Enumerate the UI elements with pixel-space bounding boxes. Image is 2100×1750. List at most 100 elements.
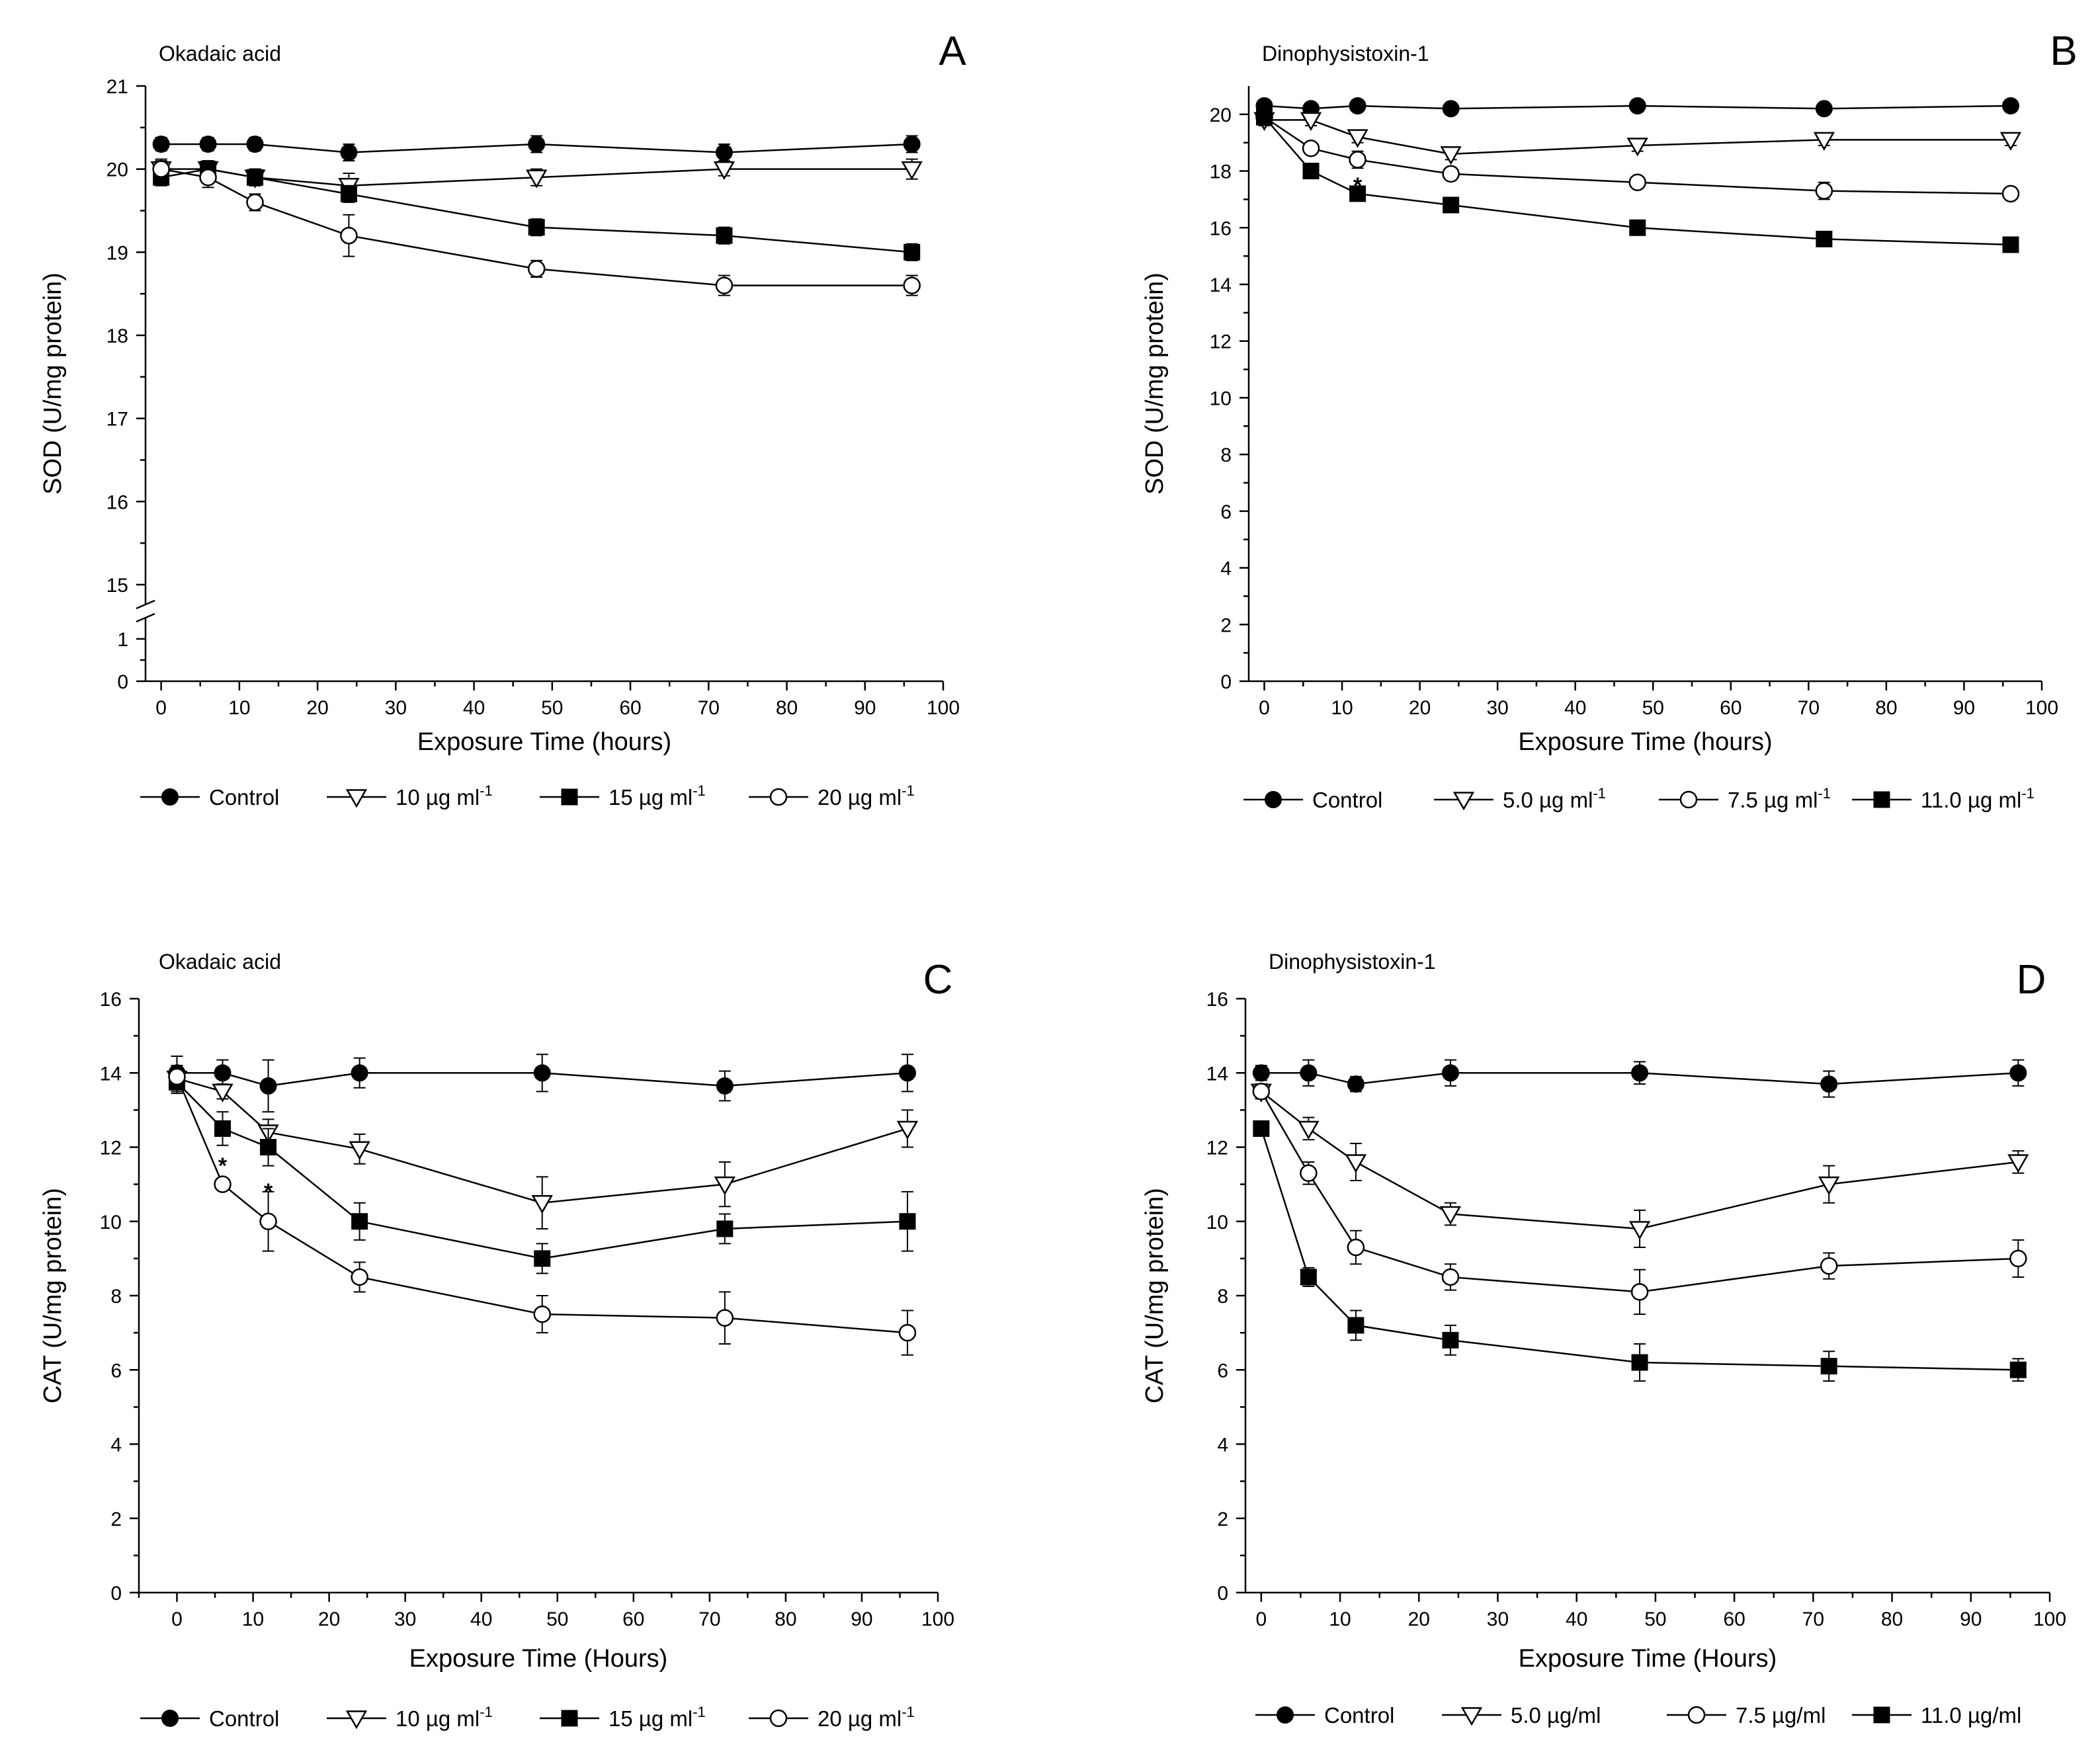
data-point (716, 1220, 734, 1237)
panel-title: Okadaic acid (159, 42, 281, 65)
x-tick-label: 70 (1798, 697, 1820, 719)
x-tick-label: 50 (1644, 1608, 1666, 1630)
data-point (1441, 1064, 1459, 1082)
legend-label-superscript: -1 (1818, 785, 1831, 802)
data-point (1252, 1064, 1270, 1082)
y-tick-label: 16 (1206, 989, 1228, 1011)
x-tick-label: 80 (1881, 1608, 1903, 1630)
legend-label-superscript: -1 (693, 782, 706, 799)
legend-label: 20 µg ml-1 (818, 782, 915, 810)
y-tick-label: 16 (100, 989, 122, 1011)
y-tick-label: 2 (1220, 614, 1232, 636)
x-tick-label: 60 (1720, 697, 1742, 719)
x-tick-label: 90 (851, 1608, 872, 1630)
legend-label: 5.0 µg/ml (1511, 1703, 1601, 1728)
panel-title: Dinophysistoxin-1 (1269, 950, 1436, 974)
x-tick-label: 30 (394, 1608, 416, 1630)
y-tick-label: 10 (100, 1212, 122, 1233)
data-point (1347, 129, 1368, 148)
data-point (1631, 1064, 1649, 1082)
legend-label-superscript: -1 (1593, 785, 1606, 802)
y-tick-label: 0 (117, 671, 128, 693)
data-point (715, 276, 734, 294)
series-1 (152, 135, 921, 162)
data-point (2009, 1361, 2027, 1378)
data-point (2002, 236, 2019, 253)
series-4 (152, 158, 921, 296)
x-axis-label: Exposure Time (hours) (1518, 728, 1772, 756)
data-point (898, 1323, 917, 1342)
data-point (351, 1064, 368, 1082)
x-tick-label: 60 (619, 697, 641, 719)
data-point (1252, 1083, 1271, 1101)
data-point (1815, 182, 1833, 200)
legend-label: Control (1324, 1703, 1394, 1728)
y-tick-label: 10 (1206, 1212, 1228, 1233)
data-point (1441, 1268, 1460, 1286)
data-point (1626, 138, 1648, 157)
series-4 (1253, 1120, 2027, 1382)
series-2 (1250, 1083, 2029, 1249)
y-tick-label: 18 (1210, 161, 1232, 183)
data-point (903, 135, 921, 153)
panel-letter: B (2050, 28, 2077, 74)
data-point (528, 135, 546, 153)
legend-label-text: 5.0 µg ml (1503, 788, 1593, 812)
y-tick-label: 15 (106, 575, 128, 597)
y-tick-label: 4 (110, 1435, 122, 1456)
data-point (527, 260, 546, 278)
y-tick-label: 1 (117, 629, 128, 651)
x-tick-label: 80 (776, 697, 798, 719)
axes (1236, 997, 2051, 1602)
panel-title: Dinophysistoxin-1 (1262, 42, 1429, 65)
data-point (533, 1305, 552, 1323)
x-tick-label: 100 (2033, 1608, 2066, 1630)
data-point (1820, 1257, 1838, 1275)
x-tick-label: 10 (1331, 697, 1353, 719)
data-point (1439, 1206, 1462, 1226)
significance-marker: * (218, 1153, 228, 1179)
data-point (533, 1064, 551, 1082)
legend-label-superscript: -1 (693, 1704, 706, 1720)
y-tick-label: 12 (1206, 1138, 1228, 1159)
data-point (212, 1083, 233, 1103)
data-point (903, 243, 921, 261)
legend-label: 11.0 µg ml-1 (1921, 785, 2035, 812)
series-3 (1252, 1083, 2027, 1315)
data-point (901, 161, 923, 181)
data-point (246, 135, 264, 153)
legend-label-text: 11.0 µg ml (1921, 788, 2021, 812)
y-tick-label: 10 (1210, 388, 1232, 409)
series-1 (1255, 97, 2019, 118)
data-point (349, 1141, 370, 1160)
series-2 (150, 158, 923, 199)
data-point (899, 1213, 916, 1230)
data-point (259, 1077, 277, 1095)
axes (1239, 86, 2043, 690)
x-tick-label: 30 (1486, 697, 1508, 719)
legend-marker (1265, 791, 1282, 808)
data-point (1443, 196, 1460, 214)
data-point (716, 1309, 734, 1327)
legend-label: 7.5 µg/ml (1736, 1703, 1826, 1728)
data-point (259, 1212, 277, 1230)
legend-label-text: 20 µg ml (818, 785, 902, 810)
data-point (1300, 1269, 1317, 1286)
panel-letter: A (939, 28, 966, 74)
legend-label: 10 µg ml-1 (396, 1704, 493, 1731)
legend-marker (161, 1710, 179, 1727)
x-tick-label: 10 (1329, 1608, 1351, 1630)
legend-marker (561, 788, 578, 806)
legend: Control 10 µg ml-1 15 µg ml-1 20 µg ml-1 (140, 782, 915, 810)
data-point (716, 1077, 734, 1095)
significance-marker: * (1353, 173, 1363, 198)
legend-label-superscript: -1 (902, 782, 915, 799)
y-tick-label: 16 (106, 491, 128, 513)
legend-marker (345, 789, 368, 808)
data-point (1302, 140, 1320, 157)
axes (136, 85, 945, 690)
legend-label-text: 5.0 µg/ml (1511, 1703, 1601, 1728)
data-point (714, 1176, 736, 1196)
x-tick-label: 40 (463, 697, 485, 719)
